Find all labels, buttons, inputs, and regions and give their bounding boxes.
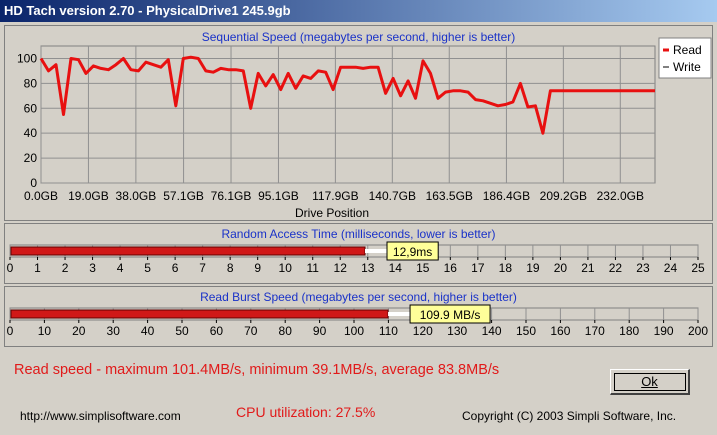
meter-bar-tip (365, 249, 388, 253)
meter-tick-label: 1 (34, 261, 41, 275)
x-tick-label: 57.1GB (163, 189, 204, 203)
x-tick-label: 19.0GB (68, 189, 109, 203)
meter-tick-label: 24 (664, 261, 678, 275)
meter-tick-label: 20 (554, 261, 568, 275)
read-burst-bar-chart: 0 10 20 30 40 50 60 70 80 90 100 110 120 130 140 150 160… (7, 304, 708, 338)
meter-tick-label: 23 (636, 261, 650, 275)
meter-tick-label: 16 (444, 261, 458, 275)
meter-tick-label: 140 (482, 324, 502, 338)
window-title: HD Tach version 2.70 - PhysicalDrive1 24… (0, 0, 717, 22)
meter-tick-label: 0 (7, 261, 14, 275)
x-tick-label: 117.9GB (312, 189, 358, 203)
meter-tick-label: 5 (144, 261, 151, 275)
meter-tick-label: 22 (609, 261, 623, 275)
meter-tick-label: 160 (550, 324, 570, 338)
ok-button[interactable]: Ok (610, 369, 690, 395)
access-time-bar (10, 246, 366, 256)
burst-speed-bar (10, 309, 389, 319)
x-tick-label: 209.2GB (540, 189, 587, 203)
meter-tick-label: 50 (175, 324, 189, 338)
y-tick-label: 100 (17, 51, 37, 65)
x-tick-label: 95.1GB (258, 189, 299, 203)
meter-tick-label: 170 (585, 324, 605, 338)
ok-button-label: Ok (641, 374, 658, 389)
burst-speed-value-box (409, 304, 491, 324)
read-burst-panel: Read Burst Speed (megabytes per second, … (4, 286, 713, 347)
meter-tick-label: 10 (38, 324, 52, 338)
meter-tick-label: 21 (581, 261, 595, 275)
y-tick-label: 40 (24, 126, 38, 140)
meter-tick-label: 90 (313, 324, 327, 338)
meter-tick-label: 3 (89, 261, 96, 275)
meter-tick-label: 200 (688, 324, 708, 338)
random-access-panel: Random Access Time (milliseconds, lower … (4, 223, 713, 284)
meter-tick-label: 0 (7, 324, 14, 338)
y-tick-label: 60 (24, 101, 38, 115)
plot-area (40, 45, 656, 184)
x-tick-label: 38.0GB (116, 189, 157, 203)
read-series-line (39, 55, 655, 135)
meter-tick-label: 15 (416, 261, 430, 275)
copyright-text: Copyright (C) 2003 Simpli Software, Inc. (462, 409, 677, 423)
meter-tick-label: 19 (526, 261, 540, 275)
meter-tick-label: 11 (306, 261, 319, 275)
access-time-value-box (386, 241, 439, 261)
meter-tick-label: 80 (279, 324, 293, 338)
meter-bar-tip (388, 312, 411, 316)
meter-tick-label: 60 (210, 324, 224, 338)
meter-tick-label: 4 (117, 261, 124, 275)
y-tick-label: 80 (24, 76, 38, 90)
meter-tick-label: 8 (227, 261, 234, 275)
meter-tick-label: 12 (334, 261, 348, 275)
x-tick-label: 0.0GB (24, 189, 58, 203)
meter-tick-label: 130 (447, 324, 467, 338)
meter-tick-label: 180 (619, 324, 639, 338)
random-access-bar-chart: 0 1 2 3 4 5 6 7 8 9 10 11 12 13 14 15 16 17 18 19 20 21 22 23 24… (7, 241, 705, 275)
meter-tick-label: 10 (279, 261, 293, 275)
meter-tick-label: 18 (499, 261, 513, 275)
meter-tick-label: 7 (199, 261, 206, 275)
meter-tick-label: 120 (413, 324, 433, 338)
x-tick-label: 232.0GB (597, 189, 644, 203)
burst-speed-value: 109.9 MB/s (420, 308, 481, 322)
legend-write-label: Write (673, 60, 701, 74)
meter-tick-label: 17 (471, 261, 485, 275)
sequential-speed-title: Sequential Speed (megabytes per second, … (201, 30, 516, 44)
access-time-value: 12,9ms (393, 245, 432, 259)
meter-tick-label: 110 (379, 324, 398, 338)
sequential-speed-chart: 0 20 40 60 80 100 0.0GB 19.0GB 38.0GB 57.1GB 76.1… (17, 37, 712, 220)
sequential-speed-panel: Sequential Speed (megabytes per second, … (4, 25, 713, 221)
y-tick-label: 0 (30, 176, 37, 190)
cpu-utilization: CPU utilization: 27.5% (236, 404, 376, 420)
meter-tick-label: 40 (141, 324, 155, 338)
meter-tick-label: 13 (361, 261, 375, 275)
meter-tick-label: 14 (389, 261, 403, 275)
random-access-title: Random Access Time (milliseconds, lower … (221, 227, 496, 241)
meter-tick-label: 9 (254, 261, 261, 275)
meter-tick-label: 150 (516, 324, 536, 338)
legend-read-label: Read (673, 43, 702, 57)
read-speed-summary: Read speed - maximum 101.4MB/s, minimum … (14, 362, 500, 378)
meter-tick-label: 25 (691, 261, 705, 275)
meter-tick-label: 30 (107, 324, 121, 338)
x-tick-label: 76.1GB (211, 189, 252, 203)
x-axis-label: Drive Position (295, 206, 369, 220)
meter-tick-label: 190 (654, 324, 674, 338)
meter-tick-label: 6 (172, 261, 179, 275)
meter-tick-label: 2 (62, 261, 69, 275)
meter-tick-label: 20 (72, 324, 86, 338)
read-burst-title: Read Burst Speed (megabytes per second, … (200, 290, 517, 304)
website-url: http://www.simplisoftware.com (20, 409, 181, 423)
chart-legend: Read Write (658, 37, 712, 79)
x-tick-label: 186.4GB (483, 189, 530, 203)
x-tick-label: 140.7GB (369, 189, 416, 203)
meter-tick-label: 70 (244, 324, 258, 338)
meter-tick-label: 100 (344, 324, 364, 338)
y-tick-label: 20 (24, 151, 38, 165)
x-tick-label: 163.5GB (426, 189, 473, 203)
